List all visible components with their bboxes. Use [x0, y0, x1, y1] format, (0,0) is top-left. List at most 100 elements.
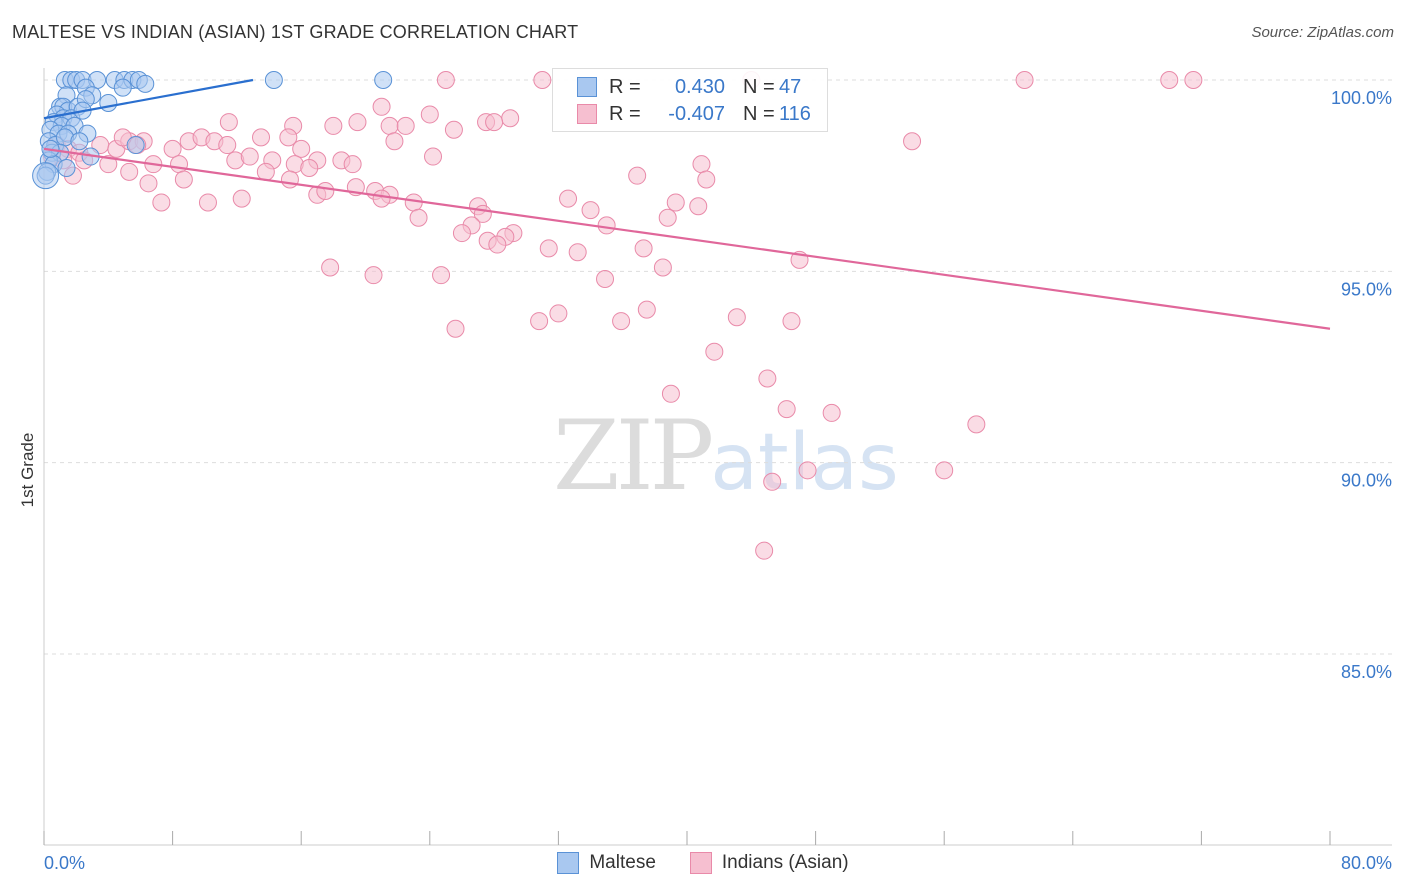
indian-point	[152, 193, 171, 212]
legend-label: Maltese	[589, 852, 656, 873]
indian-point	[279, 128, 298, 147]
indian-point	[501, 109, 520, 128]
indian-point	[661, 384, 680, 403]
indian-point	[568, 243, 587, 262]
indian-point	[689, 197, 708, 216]
maltese-point	[264, 71, 283, 89]
indian-point	[763, 472, 782, 491]
indian-point	[292, 139, 311, 158]
legend-label: Indians (Asian)	[721, 852, 849, 873]
r-label: R =	[609, 102, 641, 125]
watermark: ZIPatlas	[553, 400, 899, 512]
indian-point	[822, 403, 841, 422]
indian-point	[120, 162, 139, 181]
indian-point	[324, 116, 343, 135]
indian-point	[198, 193, 217, 212]
legend-row-maltese: R = 0.430 N = 47	[577, 75, 801, 99]
maltese-point	[136, 74, 155, 93]
indian-point	[420, 105, 439, 124]
indian-point	[452, 224, 471, 243]
indian-point	[653, 258, 672, 277]
source-label: Source: ZipAtlas.com	[1251, 24, 1394, 41]
indian-point	[903, 132, 922, 151]
y-tick-label: 100.0%	[1331, 88, 1392, 108]
indian-point	[316, 181, 335, 200]
indian-point	[432, 266, 451, 285]
indian-point	[252, 128, 271, 147]
maltese-point	[374, 71, 393, 89]
indian-point	[1184, 71, 1203, 89]
n-value: 116	[779, 102, 811, 125]
x-tick-label: 0.0%	[44, 853, 85, 873]
maltese-point	[70, 132, 89, 151]
indian-point	[300, 159, 319, 178]
indian-point	[697, 170, 716, 189]
r-label: R =	[609, 75, 641, 98]
indian-point	[436, 71, 455, 89]
indian-point	[321, 258, 340, 277]
indian-point	[99, 155, 118, 174]
maltese-point	[113, 78, 132, 97]
indian-point	[372, 97, 391, 116]
stats-legend: R = 0.430 N = 47 R = -0.407 N = 116	[552, 68, 828, 132]
indian-swatch	[577, 104, 597, 124]
indian-point	[240, 147, 259, 166]
indian-swatch	[689, 852, 712, 874]
indian-point	[372, 189, 391, 208]
maltese-trend-line	[43, 78, 254, 120]
indian-point	[705, 342, 724, 361]
indian-point	[533, 71, 552, 89]
indian-point	[170, 155, 189, 174]
indian-point	[798, 461, 817, 480]
y-tick-label: 85.0%	[1341, 662, 1392, 682]
maltese-point	[99, 93, 118, 112]
n-value: 47	[779, 75, 802, 98]
indian-trend-line	[43, 147, 1331, 330]
indian-point	[348, 113, 367, 132]
series-legend: Maltese Indians (Asian)	[0, 852, 1406, 874]
indian-point	[612, 312, 631, 331]
legend-item-maltese[interactable]: Maltese	[557, 852, 656, 874]
indian-point	[658, 208, 677, 227]
y-tick-label: 95.0%	[1341, 279, 1392, 299]
indian-point	[666, 193, 685, 212]
maltese-point	[32, 162, 60, 190]
indian-point	[385, 132, 404, 151]
indian-point	[256, 162, 275, 181]
indian-point	[559, 189, 578, 208]
indian-point	[396, 116, 415, 135]
indian-point	[1160, 71, 1179, 89]
indian-point	[539, 239, 558, 258]
maltese-swatch	[557, 852, 580, 874]
r-value: -0.407	[668, 102, 725, 125]
indian-point	[755, 541, 774, 560]
r-value: 0.430	[674, 75, 725, 98]
indian-point	[530, 312, 549, 331]
indian-point	[596, 269, 615, 288]
indian-point	[219, 113, 238, 132]
indian-point	[488, 235, 507, 254]
indian-point	[232, 189, 251, 208]
indian-point	[549, 304, 568, 323]
indian-point	[758, 369, 777, 388]
maltese-point	[126, 136, 145, 155]
indian-point	[634, 239, 653, 258]
indian-point	[364, 266, 383, 285]
indian-point	[139, 174, 158, 193]
legend-item-indian[interactable]: Indians (Asian)	[689, 852, 849, 874]
n-label: N =	[743, 102, 775, 125]
maltese-swatch	[577, 77, 597, 97]
indian-point	[446, 319, 465, 338]
indian-point	[777, 400, 796, 419]
indian-point	[174, 170, 193, 189]
indian-point	[581, 201, 600, 220]
indian-point	[280, 170, 299, 189]
indian-point	[597, 216, 616, 235]
indian-point	[692, 155, 711, 174]
indian-point	[782, 312, 801, 331]
indian-point	[444, 120, 463, 139]
indian-point	[967, 415, 986, 434]
indian-point	[163, 139, 182, 158]
indian-point	[637, 300, 656, 319]
